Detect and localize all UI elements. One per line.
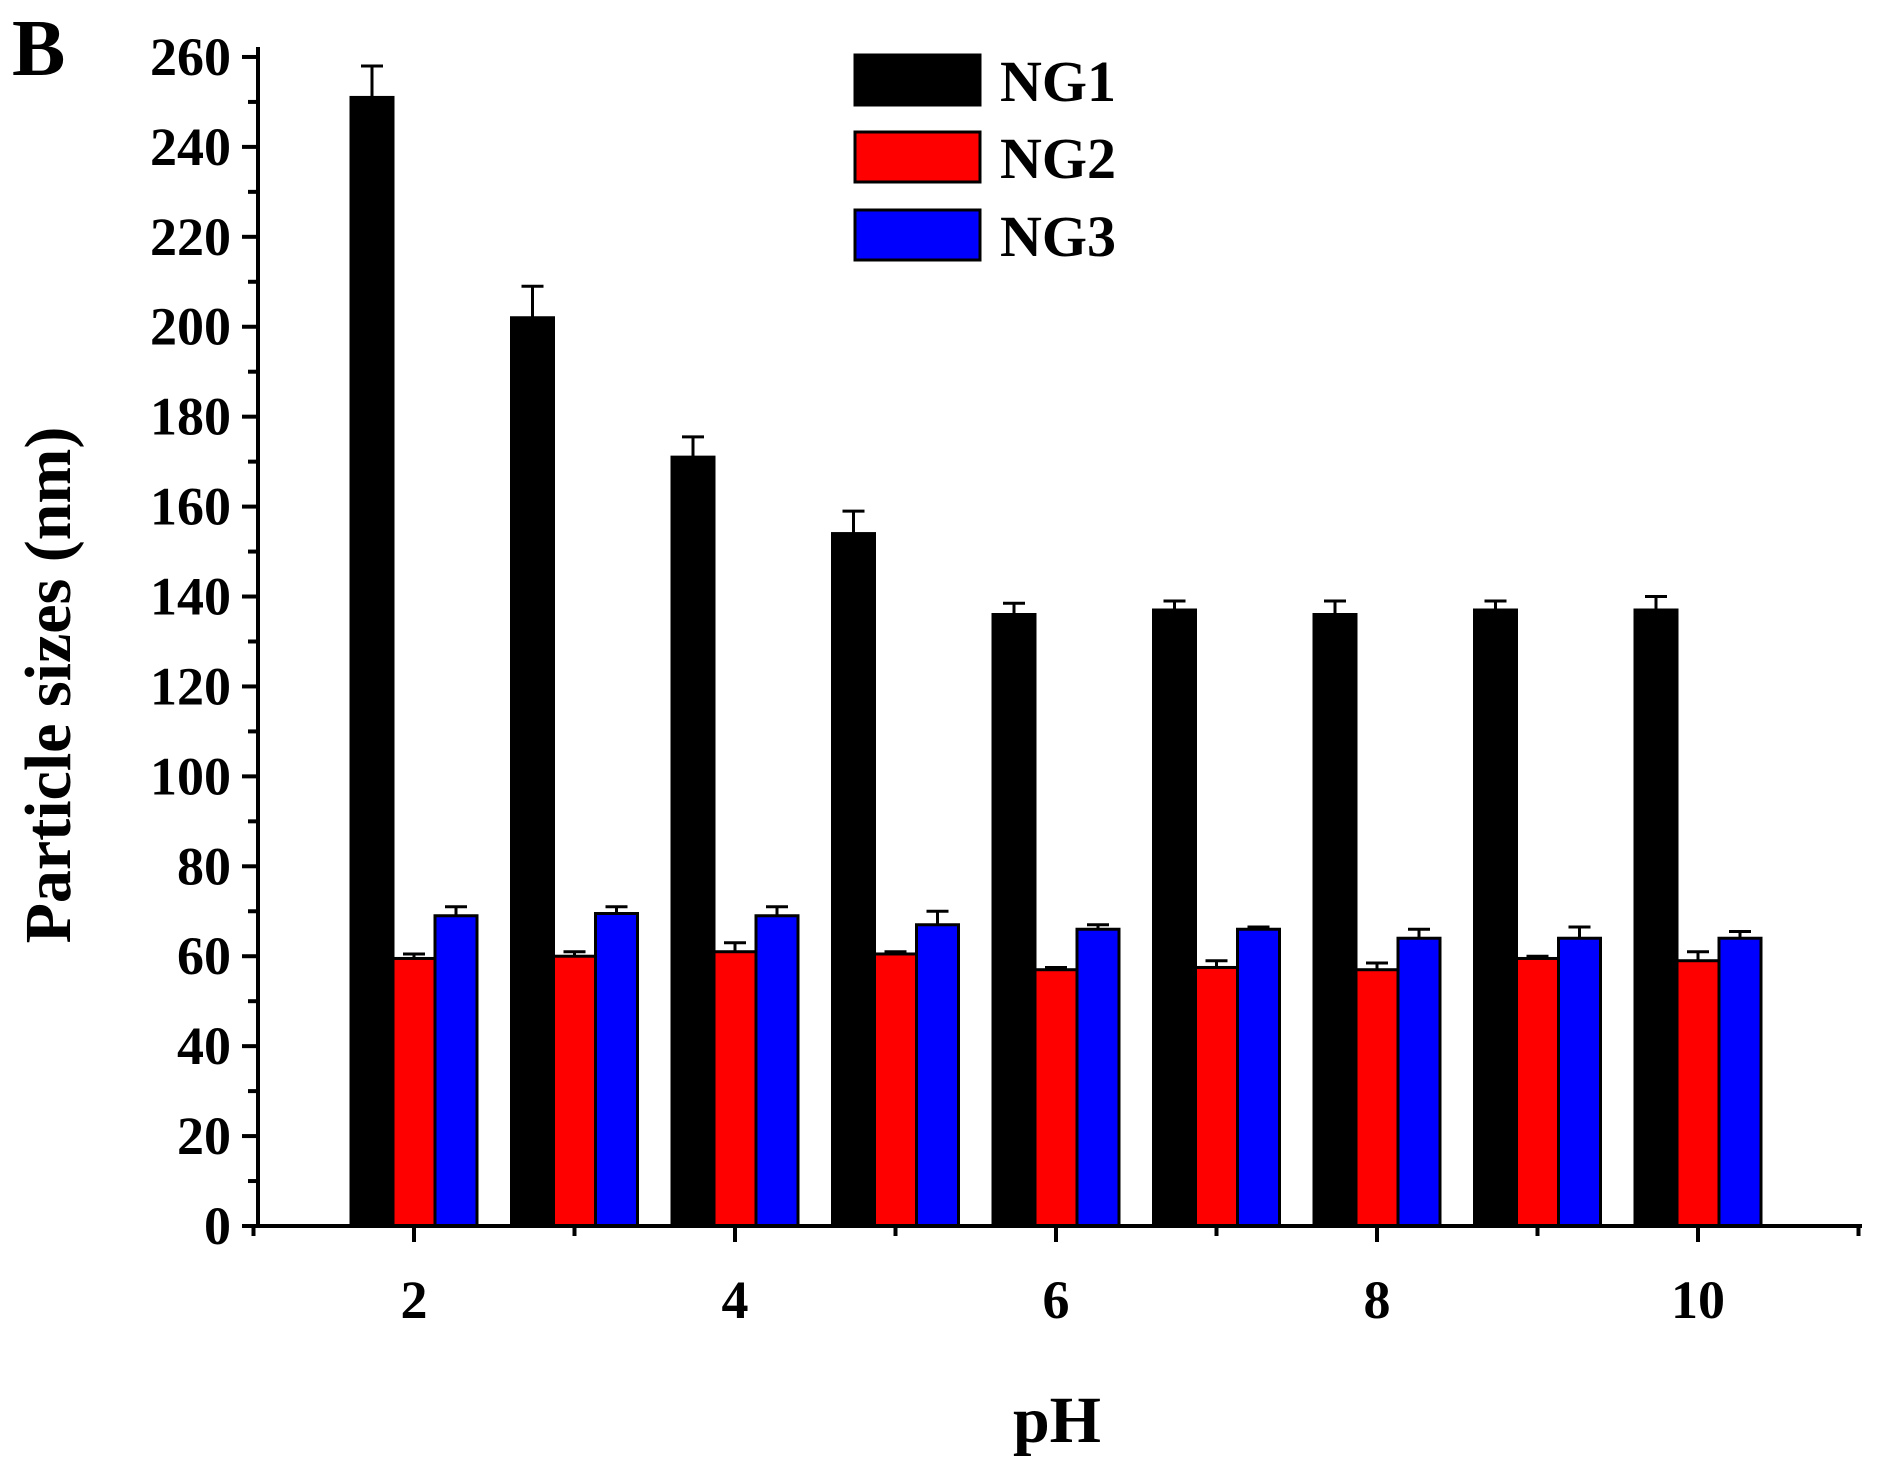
bar-ng2-7: [1194, 965, 1239, 1228]
legend-swatch: [853, 53, 982, 107]
bar-ng3-4: [754, 914, 800, 1228]
error-bar-ng3-9: [1568, 925, 1591, 939]
bar-ng3-6: [1075, 927, 1121, 1228]
x-tick-label: 6: [1043, 1270, 1070, 1330]
bar-ng1-4: [670, 455, 716, 1228]
bar-ng3-9: [1557, 936, 1602, 1228]
bar-ng2-5: [873, 952, 918, 1228]
bar-ng1-2: [349, 95, 395, 1228]
error-bar-ng1-10: [1645, 595, 1667, 611]
y-tick-label: 120: [150, 656, 231, 716]
bar-ng3-3: [594, 912, 639, 1228]
x-tick-label: 8: [1364, 1270, 1391, 1330]
error-bar-ng3-5: [926, 909, 949, 925]
error-bar-ng1-5: [842, 509, 865, 534]
bar-ng1-8: [1312, 613, 1358, 1228]
x-axis-label: pH: [1013, 1384, 1101, 1457]
error-bar-ng1-8: [1324, 599, 1346, 615]
bar-ng1-3: [510, 316, 555, 1228]
x-tick-label: 2: [401, 1270, 428, 1330]
y-tick-label: 240: [150, 117, 231, 177]
y-tick-label: 220: [150, 207, 231, 267]
y-tick-label: 160: [150, 477, 231, 537]
bar-ng1-10: [1633, 608, 1679, 1228]
bar-ng2-2: [391, 956, 437, 1228]
y-tick-label: 80: [177, 836, 231, 896]
bar-ng2-10: [1675, 959, 1721, 1228]
bar-ng3-10: [1717, 936, 1763, 1228]
legend-swatch: [853, 130, 982, 184]
panel-label: B: [12, 5, 65, 93]
error-bar-ng1-4: [682, 435, 704, 458]
y-axis-label: Particle sizes (nm): [12, 427, 85, 944]
y-tick-label: 140: [150, 567, 231, 627]
legend-label: NG1: [1000, 49, 1116, 114]
bar-ng2-4: [712, 950, 758, 1228]
bar-ng1-5: [831, 532, 876, 1228]
y-tick-label: 100: [150, 746, 231, 806]
bar-ng1-9: [1473, 608, 1518, 1228]
bar-ng2-6: [1033, 968, 1079, 1228]
y-tick-label: 40: [177, 1016, 231, 1076]
y-tick-label: 20: [177, 1106, 231, 1166]
legend-item-ng1: NG1: [853, 49, 1116, 114]
axes-layer: 0 20 40 60 80 100 120 140 160 180 200 220 240 260 2 4 6 8…: [150, 27, 1862, 1330]
y-tick-label: 180: [150, 387, 231, 447]
bar-ng3-8: [1396, 936, 1442, 1228]
bar-ng3-2: [433, 914, 479, 1228]
bar-ng2-9: [1515, 956, 1560, 1228]
x-tick-label: 4: [722, 1270, 749, 1330]
x-tick-label: 10: [1671, 1270, 1725, 1330]
y-tick-label: 260: [150, 27, 231, 87]
legend: NG1 NG2 NG3: [853, 49, 1116, 269]
y-tick-label: 0: [204, 1196, 231, 1256]
legend-swatch: [853, 208, 982, 262]
bar-ng3-5: [915, 923, 960, 1228]
bar-ng1-7: [1152, 608, 1197, 1228]
bar-ng2-8: [1354, 968, 1400, 1228]
legend-label: NG3: [1000, 204, 1116, 269]
error-bar-ng1-3: [521, 284, 544, 318]
error-bar-ng1-6: [1003, 601, 1025, 615]
y-tick-label: 200: [150, 297, 231, 357]
error-bar-ng1-2: [361, 64, 383, 98]
bar-ng2-3: [552, 954, 597, 1228]
legend-item-ng3: NG3: [853, 204, 1116, 269]
bar-ng1-6: [991, 613, 1037, 1228]
bar-ng3-7: [1236, 927, 1281, 1228]
legend-item-ng2: NG2: [853, 126, 1116, 191]
legend-label: NG2: [1000, 126, 1116, 191]
y-tick-label: 60: [177, 926, 231, 986]
